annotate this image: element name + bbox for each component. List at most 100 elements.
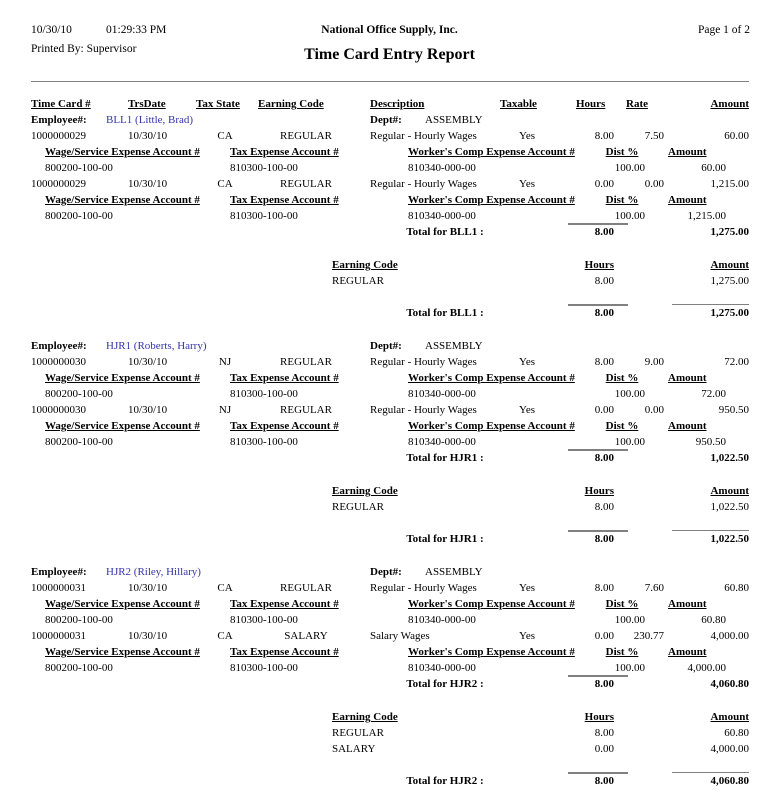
cell-earncode: REGULAR bbox=[280, 130, 332, 142]
earning-summary-header-row: Earning Code Hours Amount bbox=[0, 258, 779, 274]
earning-summary-row: REGULAR 8.00 1,275.00 bbox=[0, 274, 779, 290]
cell-hours: 8.00 bbox=[594, 356, 614, 368]
summary-total-amount-rule bbox=[672, 530, 749, 531]
account-subheader-row: Wage/Service Expense Account # Tax Expens… bbox=[0, 419, 779, 435]
cell-hours: 0.00 bbox=[594, 404, 614, 416]
timecard-detail-row: 1000000030 10/30/10 NJ REGULAR Regular - Hou… bbox=[0, 355, 779, 371]
cell-tax-account: 810300-100-00 bbox=[230, 388, 298, 400]
account-value-row: 800200-100-00 810300-100-00 810340-000-00 1… bbox=[0, 613, 779, 629]
subcol-tax-account: Tax Expense Account # bbox=[230, 146, 339, 158]
cell-trsdate: 10/30/10 bbox=[128, 404, 168, 416]
summary-col-earncode: Earning Code bbox=[332, 259, 398, 271]
subcol-tax-account: Tax Expense Account # bbox=[230, 598, 339, 610]
subcol-amount: Amount bbox=[668, 146, 707, 158]
summary-total-amount: 4,060.80 bbox=[710, 775, 750, 787]
employee-block: Employee#: HJR1 (Roberts, Harry) Dept#: ASS… bbox=[0, 339, 779, 565]
cell-timecard: 1000000030 bbox=[31, 404, 86, 416]
col-trsdate: TrsDate bbox=[128, 98, 166, 110]
subcol-tax-account: Tax Expense Account # bbox=[230, 420, 339, 432]
total-label: Total for HJR1 : bbox=[406, 452, 484, 464]
employee-block: Employee#: HJR2 (Riley, Hillary) Dept#: ASS… bbox=[0, 565, 779, 791]
col-amount: Amount bbox=[710, 98, 749, 110]
cell-dist-pct: 100.00 bbox=[614, 388, 645, 400]
summary-total-label: Total for HJR1 : bbox=[406, 533, 484, 545]
summary-total-amount: 1,275.00 bbox=[710, 307, 750, 319]
employee-number[interactable]: HJR1 (Roberts, Harry) bbox=[106, 340, 207, 352]
timecard-detail-row: 1000000029 10/30/10 CA REGULAR Regular - Hou… bbox=[0, 177, 779, 193]
total-label: Total for HJR2 : bbox=[406, 678, 484, 690]
subcol-dist-pct: Dist % bbox=[605, 420, 639, 432]
summary-col-amount: Amount bbox=[710, 485, 749, 497]
cell-dist-pct: 100.00 bbox=[614, 662, 645, 674]
total-label: Total for BLL1 : bbox=[406, 226, 484, 238]
cell-tax-account: 810300-100-00 bbox=[230, 162, 298, 174]
total-hours: 8.00 bbox=[594, 452, 614, 464]
account-subheader-row: Wage/Service Expense Account # Tax Expens… bbox=[0, 371, 779, 387]
subcol-dist-pct: Dist % bbox=[605, 372, 639, 384]
earning-summary-row: REGULAR 8.00 1,022.50 bbox=[0, 500, 779, 516]
subcol-amount: Amount bbox=[668, 646, 707, 658]
subcol-dist-pct: Dist % bbox=[605, 646, 639, 658]
employee-number[interactable]: HJR2 (Riley, Hillary) bbox=[106, 566, 201, 578]
dept-value: ASSEMBLY bbox=[425, 340, 483, 352]
account-subheader-row: Wage/Service Expense Account # Tax Expens… bbox=[0, 645, 779, 661]
cell-timecard: 1000000030 bbox=[31, 356, 86, 368]
cell-taxable: Yes bbox=[518, 356, 535, 368]
cell-amount: 950.50 bbox=[718, 404, 749, 416]
cell-description: Regular - Hourly Wages bbox=[370, 356, 477, 368]
total-hours: 8.00 bbox=[594, 678, 614, 690]
subcol-wage-account: Wage/Service Expense Account # bbox=[45, 646, 200, 658]
cell-rate: 9.00 bbox=[644, 356, 664, 368]
cell-tax-account: 810300-100-00 bbox=[230, 436, 298, 448]
total-hours-rule bbox=[568, 449, 628, 451]
cell-taxable: Yes bbox=[518, 630, 535, 642]
cell-taxstate: CA bbox=[217, 630, 233, 642]
subcol-wage-account: Wage/Service Expense Account # bbox=[45, 372, 200, 384]
summary-hours: 8.00 bbox=[594, 275, 614, 287]
cell-timecard: 1000000031 bbox=[31, 582, 86, 594]
employee-label: Employee#: bbox=[31, 114, 87, 126]
account-value-row: 800200-100-00 810300-100-00 810340-000-00 1… bbox=[0, 435, 779, 451]
spacer-row bbox=[0, 323, 779, 339]
cell-dist-pct: 100.00 bbox=[614, 614, 645, 626]
timecard-detail-row: 1000000031 10/30/10 CA REGULAR Regular - Hou… bbox=[0, 581, 779, 597]
total-hours-rule bbox=[568, 223, 628, 225]
cell-earncode: REGULAR bbox=[280, 356, 332, 368]
cell-trsdate: 10/30/10 bbox=[128, 356, 168, 368]
report-header: 10/30/10 01:29:33 PM Printed By: Supervi… bbox=[0, 24, 779, 82]
cell-trsdate: 10/30/10 bbox=[128, 130, 168, 142]
total-hours: 8.00 bbox=[594, 226, 614, 238]
spacer-row bbox=[0, 468, 779, 484]
cell-wc-account: 810340-000-00 bbox=[408, 662, 476, 674]
cell-dist-amount: 4,000.00 bbox=[687, 662, 727, 674]
summary-hours: 8.00 bbox=[594, 727, 614, 739]
subcol-dist-pct: Dist % bbox=[605, 598, 639, 610]
cell-trsdate: 10/30/10 bbox=[128, 178, 168, 190]
employee-header-row: Employee#: BLL1 (Little, Brad) Dept#: ASSEM… bbox=[0, 113, 779, 129]
printed-by: Printed By: Supervisor bbox=[31, 43, 137, 55]
employee-total-row: Total for HJR2 : 8.00 4,060.80 bbox=[0, 675, 779, 694]
summary-col-earncode: Earning Code bbox=[332, 485, 398, 497]
col-taxable: Taxable bbox=[500, 98, 537, 110]
employee-number[interactable]: BLL1 (Little, Brad) bbox=[106, 114, 194, 126]
cell-rate: 7.60 bbox=[644, 582, 664, 594]
summary-total-amount-rule bbox=[672, 772, 749, 773]
cell-hours: 8.00 bbox=[594, 582, 614, 594]
cell-taxable: Yes bbox=[518, 130, 535, 142]
summary-amount: 60.80 bbox=[724, 727, 749, 739]
summary-total-label: Total for HJR2 : bbox=[406, 775, 484, 787]
cell-wage-account: 800200-100-00 bbox=[45, 388, 113, 400]
employee-header-row: Employee#: HJR1 (Roberts, Harry) Dept#: ASS… bbox=[0, 339, 779, 355]
summary-col-earncode: Earning Code bbox=[332, 711, 398, 723]
summary-total-hours: 8.00 bbox=[594, 307, 614, 319]
cell-earncode: SALARY bbox=[284, 630, 328, 642]
earning-summary-total-row: Total for HJR2 : 8.00 4,060.80 bbox=[0, 772, 779, 791]
summary-amount: 1,275.00 bbox=[710, 275, 750, 287]
cell-tax-account: 810300-100-00 bbox=[230, 614, 298, 626]
subcol-wage-account: Wage/Service Expense Account # bbox=[45, 194, 200, 206]
cell-rate: 230.77 bbox=[633, 630, 664, 642]
subcol-wc-account: Worker's Comp Expense Account # bbox=[408, 372, 575, 384]
subcol-amount: Amount bbox=[668, 598, 707, 610]
cell-wage-account: 800200-100-00 bbox=[45, 436, 113, 448]
earning-summary-total-row: Total for BLL1 : 8.00 1,275.00 bbox=[0, 304, 779, 323]
